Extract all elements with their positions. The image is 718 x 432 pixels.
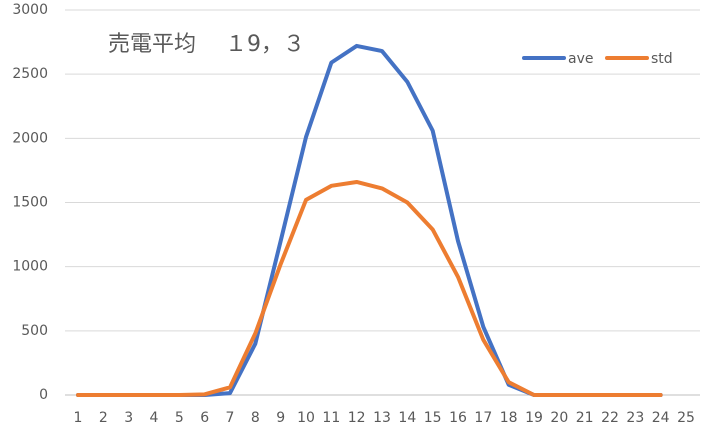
- x-tick-label: 19: [525, 410, 543, 426]
- x-tick-label: 8: [251, 410, 260, 426]
- x-tick-label: 22: [601, 410, 619, 426]
- x-tick-label: 24: [652, 410, 670, 426]
- x-tick-label: 5: [175, 410, 184, 426]
- y-tick-label: 1000: [12, 259, 48, 275]
- line-series: [76, 179, 663, 397]
- x-tick-label: 6: [200, 410, 209, 426]
- x-tick-label: 17: [474, 410, 492, 426]
- y-tick-label: 2500: [12, 66, 48, 82]
- x-tick-label: 7: [226, 410, 235, 426]
- legend-label: std: [651, 51, 673, 67]
- x-tick-label: 25: [677, 410, 695, 426]
- y-tick-label: 0: [39, 387, 48, 403]
- x-tick-label: 14: [398, 410, 416, 426]
- x-tick-label: 16: [449, 410, 467, 426]
- chart-title: 売電平均 １9，３: [108, 32, 305, 57]
- x-tick-label: 15: [424, 410, 442, 426]
- x-tick-label: 20: [550, 410, 568, 426]
- x-tick-label: 1: [74, 410, 83, 426]
- x-tick-label: 11: [322, 410, 340, 426]
- legend-label: ave: [568, 51, 593, 67]
- x-tick-label: 2: [99, 410, 108, 426]
- x-tick-label: 3: [124, 410, 133, 426]
- x-tick-label: 13: [373, 410, 391, 426]
- x-tick-label: 4: [150, 410, 159, 426]
- x-tick-label: 10: [297, 410, 315, 426]
- y-tick-label: 3000: [12, 2, 48, 18]
- y-tick-label: 2000: [12, 130, 48, 146]
- x-tick-label: 21: [576, 410, 594, 426]
- x-tick-label: 9: [276, 410, 285, 426]
- x-tick-label: 18: [500, 410, 518, 426]
- x-tick-label: 23: [626, 410, 644, 426]
- y-tick-label: 500: [21, 323, 48, 339]
- x-tick-label: 12: [348, 410, 366, 426]
- y-tick-label: 1500: [12, 195, 48, 211]
